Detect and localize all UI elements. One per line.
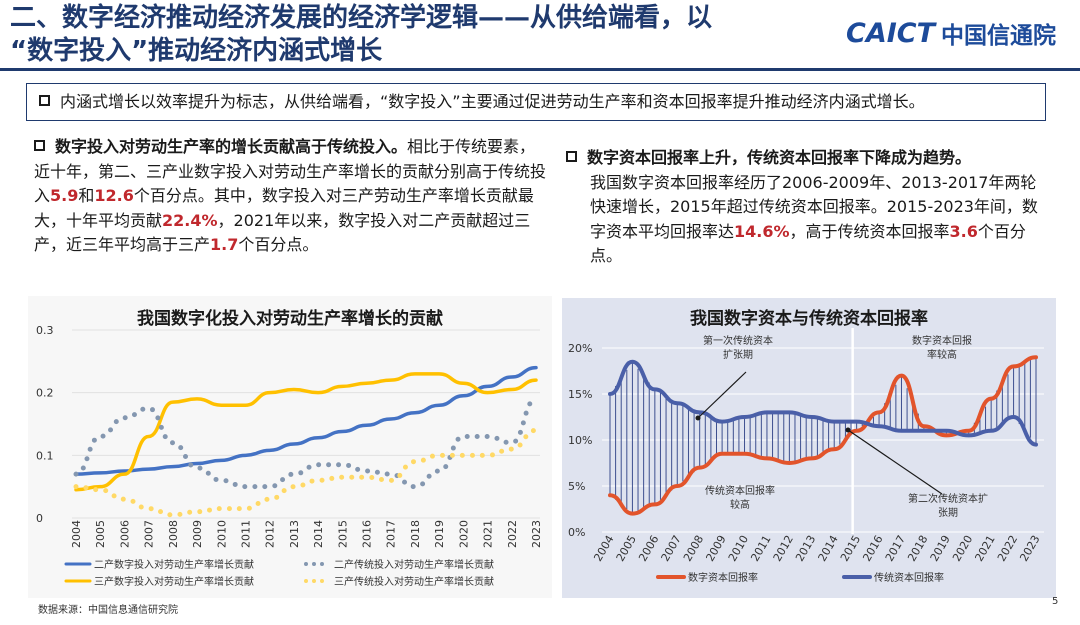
- left-text-3: 个百分点。其中，数字投入对三产劳动生产率增长贡献最大，十年平均贡献: [34, 186, 534, 230]
- x-tick-label: 2005: [94, 520, 107, 548]
- x-tick-label: 2013: [288, 520, 301, 548]
- y-tick-label: 0.2: [36, 387, 54, 400]
- right-text-2: ，高于传统资本回报率: [789, 221, 950, 241]
- summary-text: 内涵式增长以效率提升为标志，从供给端看，“数字投入”主要通过促进劳动生产率和资本…: [60, 92, 925, 111]
- series-line: [74, 365, 538, 476]
- y-tick-label: 10%: [568, 434, 592, 447]
- annotation-label: 率较高: [927, 348, 957, 361]
- left-text-2: 和: [78, 186, 95, 205]
- chart-background: [28, 296, 552, 598]
- title-line-2: “数字投入”推动经济内涵式增长: [10, 36, 383, 66]
- series-line: [73, 396, 539, 490]
- left-value-1: 5.9: [50, 186, 79, 205]
- page-title: 二、数字经济推动经济发展的经济学逻辑——从供给端看，以 “数字投入”推动经济内涵…: [10, 2, 830, 68]
- x-tick-label: 2017: [385, 520, 398, 548]
- y-tick-label: 0.3: [36, 324, 54, 337]
- data-source: 数据来源：中国信息通信研究院: [38, 605, 178, 616]
- left-text-1: 相比于传统要素，近十年，第二、三产业数字投入对劳动生产率增长的贡献分别高于传统投…: [34, 137, 547, 205]
- y-tick-label: 0: [36, 512, 43, 525]
- x-tick-label: 2008: [167, 520, 180, 548]
- legend-label: 二产传统投入对劳动生产率增长贡献: [334, 558, 494, 571]
- x-tick-label: 2022: [506, 520, 519, 548]
- x-tick-label: 2012: [264, 520, 277, 548]
- left-text-block: 数字投入对劳动生产率的增长贡献高于传统投入。相比于传统要素，近十年，第二、三产业…: [34, 135, 546, 258]
- x-tick-label: 2014: [312, 520, 325, 548]
- left-text-5: 个百分点。: [238, 235, 319, 254]
- x-tick-label: 2018: [409, 520, 422, 548]
- title-line-1: 二、数字经济推动经济发展的经济学逻辑——从供给端看，以: [10, 3, 713, 33]
- annotation-label: 较高: [730, 498, 750, 511]
- bullet-square-icon: [39, 95, 50, 106]
- right-value-1: 14.6%: [734, 221, 790, 241]
- y-tick-label: 0.1: [36, 449, 54, 462]
- right-value-2: 3.6: [949, 221, 978, 241]
- x-tick-label: 2006: [118, 520, 131, 548]
- annotation-pointer-dot: [845, 427, 851, 433]
- annotation-label: 张期: [938, 507, 958, 519]
- legend-label: 二产数字投入对劳动生产率增长贡献: [94, 558, 254, 571]
- header-rule: [0, 68, 1080, 71]
- x-tick-label: 2020: [457, 520, 470, 548]
- summary-box: 内涵式增长以效率提升为标志，从供给端看，“数字投入”主要通过促进劳动生产率和资本…: [26, 83, 1046, 121]
- logo-en: CAICT: [846, 17, 935, 49]
- x-tick-label: 2007: [143, 520, 156, 548]
- series-line: [74, 372, 538, 492]
- y-tick-label: 15%: [568, 388, 592, 401]
- legend-label: 三产数字投入对劳动生产率增长贡献: [94, 575, 254, 588]
- right-heading: 数字资本回报率上升，传统资本回报率下降成为趋势。: [587, 148, 972, 167]
- labor-productivity-chart: 我国数字化投入对劳动生产率增长的贡献 0 0.1 0.2 0.3 2004 2005 20…: [28, 296, 552, 598]
- annotation-label: 扩张期: [723, 348, 753, 361]
- capital-return-chart: 我国数字资本与传统资本回报率 0%5%10%15%20% 20042005200…: [562, 298, 1056, 598]
- left-text-4: ，2021年以来，数字投入对二产贡献超过三产，近三年平均高于三产: [34, 210, 531, 255]
- series-line: [73, 427, 539, 518]
- annotation-label: 第一次传统资本: [703, 334, 773, 347]
- caict-logo: CAICT 中国信通院: [846, 16, 1056, 50]
- logo-cn: 中国信通院: [941, 23, 1056, 49]
- x-tick-label: 2010: [215, 520, 228, 548]
- x-tick-label: 2019: [433, 520, 446, 548]
- page-number: 5: [1052, 596, 1059, 607]
- x-tick-label: 2011: [239, 520, 252, 548]
- annotation-label: 数字资本回报: [912, 334, 972, 347]
- series-line: [608, 359, 1038, 447]
- x-tick-label: 2009: [191, 520, 204, 548]
- annotation-pointer-dot: [695, 415, 701, 421]
- annotation-pointer: [847, 429, 943, 495]
- right-text-3: 个百分点。: [590, 221, 1026, 266]
- annotation-label: 第二次传统资本扩: [908, 492, 988, 505]
- y-tick-label: 20%: [568, 342, 592, 355]
- bullet-square-icon: [34, 140, 45, 151]
- x-tick-label: 2015: [336, 520, 349, 548]
- x-tick-label: 2004: [70, 520, 83, 548]
- x-tick-label: 2016: [361, 520, 374, 548]
- legend-label: 传统资本回报率: [874, 571, 944, 584]
- left-value-2: 12.6: [94, 186, 134, 205]
- chart-title: 我国数字资本与传统资本回报率: [690, 308, 928, 329]
- annotation-label: 传统资本回报率: [705, 484, 775, 497]
- x-tick-label: 2021: [482, 520, 495, 548]
- y-tick-label: 5%: [568, 480, 585, 493]
- right-text-block: 数字资本回报率上升，传统资本回报率下降成为趋势。 我国数字资本回报率经历了200…: [566, 146, 1050, 269]
- chart-title: 我国数字化投入对劳动生产率增长的贡献: [137, 308, 443, 329]
- legend-label: 数字资本回报率: [688, 571, 758, 584]
- left-value-4: 1.7: [210, 235, 239, 254]
- annotation-pointer: [697, 371, 747, 419]
- right-text-1: 我国数字资本回报率经历了2006-2009年、2013-2017年两轮快速增长，…: [590, 172, 1038, 241]
- bullet-square-icon: [566, 151, 577, 162]
- series-line: [608, 355, 1038, 516]
- left-heading: 数字投入对劳动生产率的增长贡献高于传统投入。: [55, 137, 408, 156]
- x-tick-label: 2023: [530, 520, 543, 548]
- y-tick-label: 0%: [568, 526, 585, 539]
- legend-label: 三产传统投入对劳动生产率增长贡献: [334, 575, 494, 588]
- left-value-3: 22.4%: [162, 210, 218, 230]
